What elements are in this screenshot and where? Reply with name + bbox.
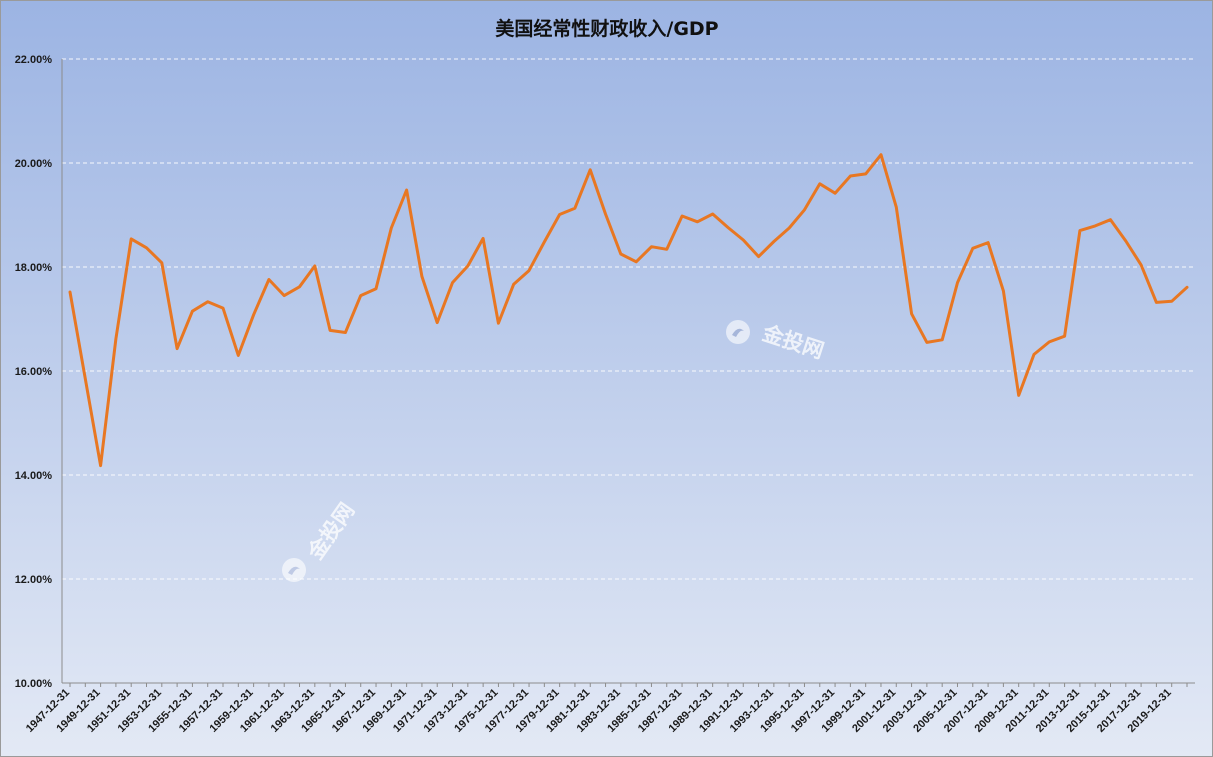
y-tick-labels: 10.00% 12.00% 14.00% 16.00% 18.00% 20.00% 22.0… [15,54,53,690]
y-tick-label: 18.00% [15,262,53,274]
series-layer [68,153,1189,468]
y-tick-label: 20.00% [15,158,53,170]
jintou-logo-icon [282,558,306,582]
y-tick-label: 10.00% [15,678,53,690]
series-line [68,153,1189,468]
jintou-logo-icon [726,320,750,344]
chart-title: 美国经常性财政收入/GDP [495,17,718,40]
y-tick-label: 16.00% [15,366,53,378]
y-tick-label: 14.00% [15,470,53,482]
y-tick-label: 22.00% [15,54,53,66]
y-tick-label: 12.00% [15,574,53,586]
